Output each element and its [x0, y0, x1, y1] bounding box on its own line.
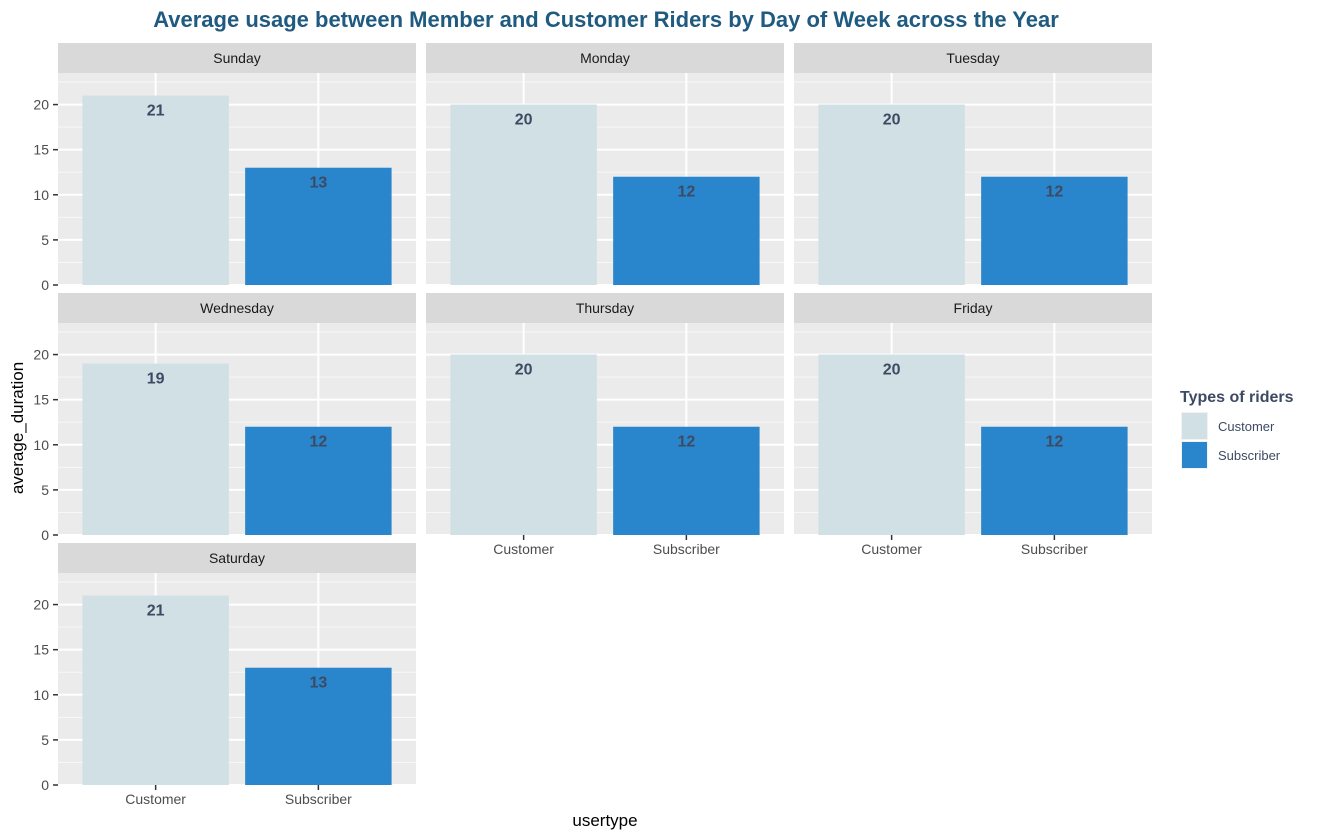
y-tick-label: 20 — [33, 97, 49, 113]
y-tick-label: 10 — [33, 437, 49, 453]
bar-label-monday-subscriber: 12 — [677, 184, 695, 201]
bar-monday-customer — [450, 104, 597, 286]
strip-label-friday: Friday — [954, 300, 993, 316]
panel-sunday: Sunday 21 13 0 5 10 15 20 — [33, 43, 416, 293]
panel-thursday: Thursday 20 12 Customer Subscriber — [426, 293, 784, 557]
legend-title: Types of riders — [1180, 389, 1294, 406]
facet-panels: Sunday211305101520Monday2012Tuesday2012W… — [33, 43, 1152, 807]
y-axis-title: average_duration — [8, 362, 27, 494]
legend-key-subscriber — [1182, 442, 1207, 468]
strip-sunday — [58, 43, 416, 73]
x-tick-label: Customer — [493, 541, 554, 557]
bar-tuesday-customer — [818, 104, 965, 286]
bar-label-tuesday-subscriber: 12 — [1045, 184, 1063, 201]
y-tick-label: 0 — [41, 277, 49, 293]
panel-wednesday: Wednesday 19 12 0 5 10 15 20 — [33, 293, 416, 543]
legend-label-customer: Customer — [1218, 419, 1275, 434]
bar-saturday-customer — [82, 595, 229, 785]
strip-friday — [794, 293, 1152, 323]
bar-label-saturday-customer: 21 — [147, 603, 165, 620]
y-tick-label: 5 — [41, 232, 49, 248]
chart-title: Average usage between Member and Custome… — [153, 7, 1059, 32]
strip-label-monday: Monday — [580, 50, 630, 66]
panel-tuesday: Tuesday 20 12 — [794, 43, 1152, 286]
bar-monday-subscriber — [613, 176, 760, 285]
bar-label-friday-subscriber: 12 — [1045, 434, 1063, 451]
bar-friday-customer — [818, 354, 965, 535]
y-tick-label: 20 — [33, 347, 49, 363]
bar-label-sunday-customer: 21 — [147, 103, 165, 120]
panel-friday: Friday 20 12 Customer Subscriber — [794, 293, 1152, 557]
bar-saturday-subscriber — [245, 667, 392, 785]
x-tick-label: Subscriber — [285, 791, 352, 807]
bar-thursday-subscriber — [613, 426, 760, 535]
strip-label-tuesday: Tuesday — [946, 50, 999, 66]
bar-thursday-customer — [450, 354, 597, 535]
bar-friday-subscriber — [981, 426, 1128, 535]
bar-label-friday-customer: 20 — [883, 362, 901, 379]
strip-label-thursday: Thursday — [576, 300, 634, 316]
strip-thursday — [426, 293, 784, 323]
strip-tuesday — [794, 43, 1152, 73]
strip-saturday — [58, 543, 416, 573]
bar-label-wednesday-customer: 19 — [147, 371, 165, 388]
legend-key-customer — [1182, 413, 1207, 439]
strip-wednesday — [58, 293, 416, 323]
bar-label-wednesday-subscriber: 12 — [309, 434, 327, 451]
y-tick-label: 20 — [33, 597, 49, 613]
bar-wednesday-subscriber — [245, 426, 392, 535]
bar-label-thursday-subscriber: 12 — [677, 434, 695, 451]
bar-label-sunday-subscriber: 13 — [309, 175, 327, 192]
x-tick-label: Subscriber — [1021, 541, 1088, 557]
x-tick-label: Subscriber — [653, 541, 720, 557]
x-tick-label: Customer — [125, 791, 186, 807]
y-tick-label: 10 — [33, 687, 49, 703]
y-tick-label: 0 — [41, 777, 49, 793]
bar-label-tuesday-customer: 20 — [883, 112, 901, 129]
strip-label-saturday: Saturday — [209, 550, 265, 566]
panel-saturday: Saturday 21 13 0 5 10 15 20 Customer Subscriber — [33, 543, 416, 807]
y-tick-label: 15 — [33, 642, 49, 658]
legend: Types of riders Customer Subscriber — [1180, 389, 1294, 469]
y-tick-label: 0 — [41, 527, 49, 543]
bar-label-monday-customer: 20 — [515, 112, 533, 129]
bar-sunday-subscriber — [245, 167, 392, 285]
y-tick-label: 15 — [33, 142, 49, 158]
x-axis-title: usertype — [572, 811, 637, 830]
x-tick-label: Customer — [861, 541, 922, 557]
legend-label-subscriber: Subscriber — [1218, 448, 1281, 463]
strip-monday — [426, 43, 784, 73]
bar-wednesday-customer — [82, 363, 229, 535]
y-tick-label: 10 — [33, 187, 49, 203]
bar-sunday-customer — [82, 95, 229, 285]
y-tick-label: 15 — [33, 392, 49, 408]
bar-label-saturday-subscriber: 13 — [309, 675, 327, 692]
y-tick-label: 5 — [41, 482, 49, 498]
bar-tuesday-subscriber — [981, 176, 1128, 285]
y-tick-label: 5 — [41, 732, 49, 748]
strip-label-wednesday: Wednesday — [200, 300, 274, 316]
panel-monday: Monday 20 12 — [426, 43, 784, 286]
bar-label-thursday-customer: 20 — [515, 362, 533, 379]
strip-label-sunday: Sunday — [213, 50, 260, 66]
